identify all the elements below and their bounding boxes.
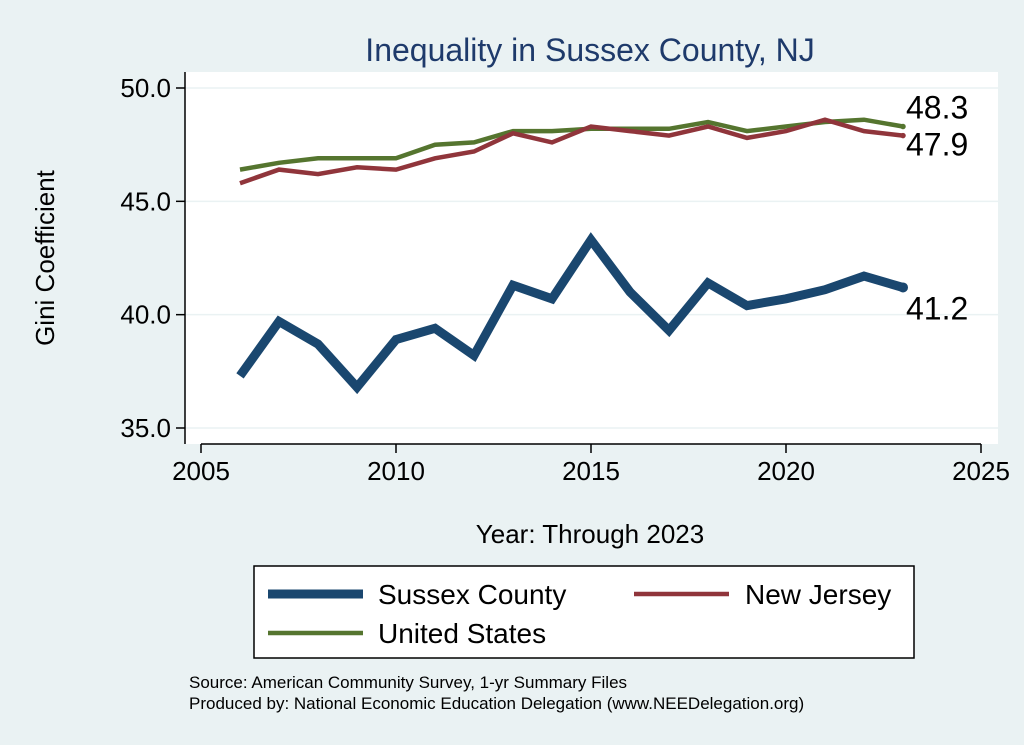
series-line-sussex-county	[236, 232, 905, 395]
x-tick-label: 2020	[757, 456, 815, 486]
plot-area	[185, 72, 998, 444]
produced-by-note: Produced by: National Economic Education…	[189, 694, 804, 713]
legend-label-sussex-county: Sussex County	[378, 579, 566, 610]
y-tick-label: 50.0	[120, 73, 171, 103]
series-lines	[236, 117, 908, 395]
chart-title: Inequality in Sussex County, NJ	[365, 32, 814, 68]
end-label-sussex-county: 41.2	[906, 290, 968, 326]
y-tick-label: 45.0	[120, 186, 171, 216]
legend: Sussex County New Jersey United States	[268, 579, 891, 649]
end-label-united-states: 48.3	[906, 90, 968, 126]
y-tick-label: 35.0	[120, 413, 171, 443]
grid-lines	[185, 87, 998, 429]
x-tick-label: 2010	[367, 456, 425, 486]
x-tick-label: 2005	[172, 456, 230, 486]
x-tick-label: 2025	[952, 456, 1010, 486]
x-axis-title: Year: Through 2023	[476, 519, 704, 549]
end-point-new-jersey	[900, 132, 906, 139]
x-tick-label: 2015	[562, 456, 620, 486]
source-note: Source: American Community Survey, 1-yr …	[189, 673, 627, 692]
series-line-united-states	[239, 117, 904, 172]
legend-label-new-jersey: New Jersey	[745, 579, 891, 610]
axes: 35.0 40.0 45.0 50.0 2005 2010 2015 2020 2025	[120, 72, 1010, 486]
end-label-new-jersey: 47.9	[906, 127, 968, 163]
y-tick-label: 40.0	[120, 300, 171, 330]
end-point-sussex-county	[898, 282, 908, 293]
y-axis-title: Gini Coefficient	[30, 169, 60, 346]
legend-box	[253, 565, 915, 659]
end-point-united-states	[900, 123, 906, 130]
legend-label-united-states: United States	[378, 618, 546, 649]
end-labels: 41.2 47.948.3	[906, 90, 968, 327]
series-line-new-jersey	[239, 117, 904, 186]
